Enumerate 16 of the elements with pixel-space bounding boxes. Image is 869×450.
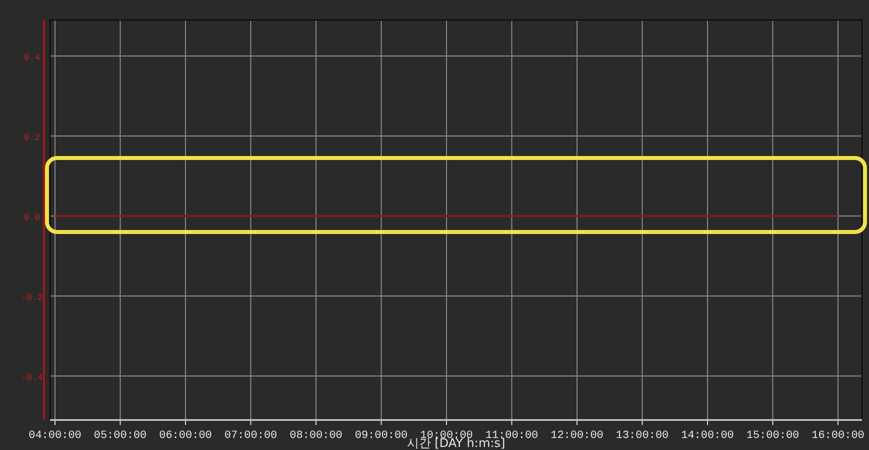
x-tick-label: 13:00:00 bbox=[616, 430, 669, 442]
x-tick-label: 12:00:00 bbox=[550, 430, 604, 442]
x-tick-label: 04:00:00 bbox=[28, 430, 82, 442]
y-tick-label: 0.0 bbox=[24, 213, 40, 223]
y-tick-label: -0.2 bbox=[21, 293, 43, 303]
x-tick-label: 09:00:00 bbox=[354, 430, 408, 442]
x-tick-label: 14:00:00 bbox=[681, 430, 734, 442]
y-tick-label: -0.4 bbox=[21, 373, 43, 383]
y-tick-label: 0.2 bbox=[24, 133, 40, 143]
y-tick-label: 0.4 bbox=[24, 53, 40, 63]
x-tick-label: 08:00:00 bbox=[290, 430, 342, 442]
x-tick-label: 05:00:00 bbox=[94, 430, 147, 442]
x-tick-label: 06:00:00 bbox=[159, 430, 212, 442]
x-tick-label: 15:00:00 bbox=[746, 430, 800, 442]
x-tick-label: 07:00:00 bbox=[224, 430, 278, 442]
x-tick-label: 16:00:00 bbox=[812, 430, 864, 442]
